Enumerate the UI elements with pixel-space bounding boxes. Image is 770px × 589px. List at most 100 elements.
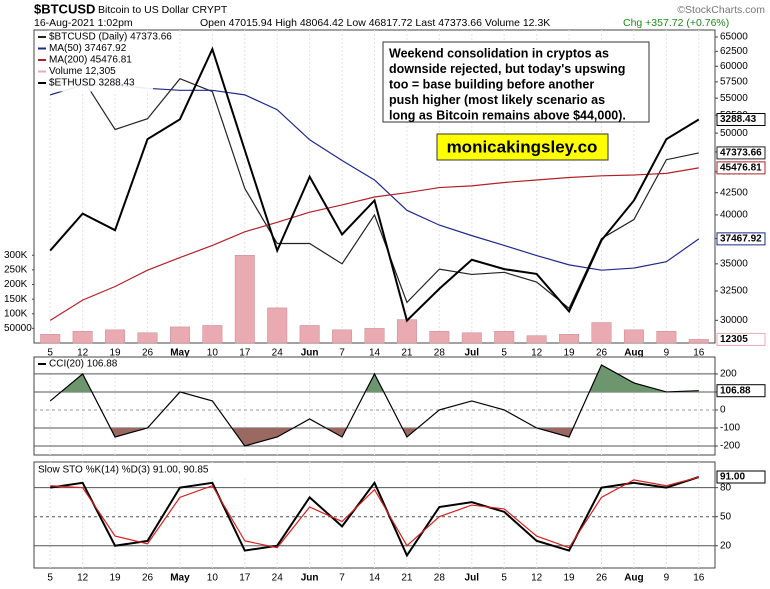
y-tick-label: 50000: [720, 128, 748, 139]
x-tick-label: Jun: [301, 573, 319, 584]
volume-bar: [137, 332, 158, 344]
x-tick-label: 12: [77, 573, 89, 584]
x-tick-label: 5: [501, 573, 507, 584]
x-tick-label: 17: [239, 348, 251, 359]
volume-bar: [623, 329, 644, 344]
volume-bar: [202, 325, 223, 344]
x-tick-label: 10: [207, 573, 219, 584]
x-tick-label: 7: [339, 573, 345, 584]
volume-bar: [105, 329, 126, 344]
source: ©StockCharts.com: [677, 4, 765, 16]
symbol: $BTCUSD: [34, 1, 95, 16]
change: Chg +357.72 (+0.76%): [623, 17, 729, 29]
x-tick-label: 19: [110, 573, 122, 584]
cci-fill: [50, 427, 699, 446]
last-value-label: 3288.43: [720, 114, 757, 125]
x-tick-label: 5: [501, 348, 507, 359]
last-value-label: 37467.92: [720, 234, 762, 245]
y-tick-label: 65000: [720, 32, 748, 43]
x-tick-label: 12: [531, 348, 543, 359]
legend-label: $BTCUSD (Daily) 47373.66: [49, 32, 172, 43]
y-tick-label: 200: [720, 369, 737, 380]
y-tick-label: 62500: [720, 46, 748, 57]
volume-bar: [656, 331, 677, 344]
volume-bar: [526, 335, 547, 344]
volume-bar: [234, 254, 255, 344]
volume-bar: [461, 332, 482, 344]
x-tick-label: 5: [47, 573, 53, 584]
volume-bar: [559, 333, 580, 344]
legend-title: Slow STO %K(14) %D(3) 91.00, 90.85: [38, 465, 209, 476]
y-tick-label: 35000: [720, 258, 748, 269]
y-tick-label: 32500: [720, 286, 748, 297]
y-tick-label: 60000: [720, 61, 748, 72]
last-value-box: [716, 384, 766, 398]
volume-bar: [169, 326, 190, 344]
x-tick-label: Jun: [301, 348, 319, 359]
volume-bar: [332, 329, 353, 344]
y2-tick-label: 250K: [4, 265, 28, 276]
date: 16-Aug-2021 1:02pm: [34, 17, 133, 29]
x-tick-label: Aug: [624, 573, 643, 584]
y-tick-label: 0: [720, 405, 726, 416]
volume-bar: [72, 331, 93, 344]
last-value-box: [716, 161, 766, 175]
symbol-name: Bitcoin to US Dollar CRYPT: [98, 4, 228, 16]
volume-bar: [299, 325, 320, 344]
y2-tick-label: 150K: [4, 294, 28, 305]
last-value-box: [716, 470, 766, 484]
x-tick-label: Jul: [465, 348, 480, 359]
x-tick-label: 17: [239, 573, 251, 584]
x-tick-label: 9: [664, 348, 670, 359]
legend-label: MA(200) 45476.81: [49, 55, 132, 66]
last-value-label: 91.00: [720, 472, 745, 483]
x-tick-label: May: [170, 573, 190, 584]
y-tick-label: 42500: [720, 187, 748, 198]
y-tick-label: 30000: [720, 315, 748, 326]
y-tick-label: -200: [720, 441, 740, 452]
x-tick-label: 28: [434, 348, 446, 359]
y2-tick-label: 50000: [4, 323, 32, 334]
volume-bar: [429, 331, 450, 344]
x-tick-label: 19: [564, 348, 576, 359]
legend-label: CCI(20) 106.88: [49, 359, 118, 370]
x-tick-label: 26: [142, 348, 154, 359]
x-tick-label: 7: [339, 348, 345, 359]
legend-label: $ETHUSD 3288.43: [49, 78, 135, 89]
legend-label: MA(50) 37467.92: [49, 43, 127, 54]
series-line: [50, 476, 699, 549]
annotation-line: too = base building before another: [389, 77, 594, 91]
x-tick-label: Jul: [465, 573, 480, 584]
last-value-label: 47373.66: [720, 148, 762, 159]
last-value-box: [716, 146, 766, 160]
annotation-line: long as Bitcoin remains above $44,000).: [389, 108, 626, 122]
x-tick-label: 24: [272, 348, 284, 359]
last-value-label: 45476.81: [720, 163, 762, 174]
x-tick-label: 12: [77, 348, 89, 359]
y-tick-label: 80: [720, 482, 732, 493]
x-tick-label: Aug: [624, 348, 643, 359]
cci-fill: [61, 364, 699, 392]
y-tick-label: 50: [720, 511, 732, 522]
series-line: [49, 167, 699, 321]
x-tick-label: 14: [369, 573, 381, 584]
watermark: monicakingsley.co: [447, 137, 598, 156]
quote: Open 47015.94 High 48064.42 Low 46817.72…: [200, 17, 550, 29]
volume-bar: [494, 331, 515, 344]
x-tick-label: 26: [596, 348, 608, 359]
x-tick-label: 9: [664, 573, 670, 584]
x-tick-label: 12: [531, 573, 543, 584]
volume-bar: [688, 339, 709, 344]
x-tick-label: 21: [401, 573, 413, 584]
x-tick-label: 19: [110, 348, 122, 359]
x-tick-label: 28: [434, 573, 446, 584]
last-value-box: [716, 332, 766, 346]
annotation-line: push higher (most likely scenario as: [389, 93, 605, 107]
y2-tick-label: 300K: [4, 250, 28, 261]
legend-label: Volume 12,305: [49, 66, 116, 77]
last-value-box: [716, 112, 766, 126]
x-tick-label: 14: [369, 348, 381, 359]
volume-bar: [591, 322, 612, 344]
x-tick-label: 21: [401, 348, 413, 359]
